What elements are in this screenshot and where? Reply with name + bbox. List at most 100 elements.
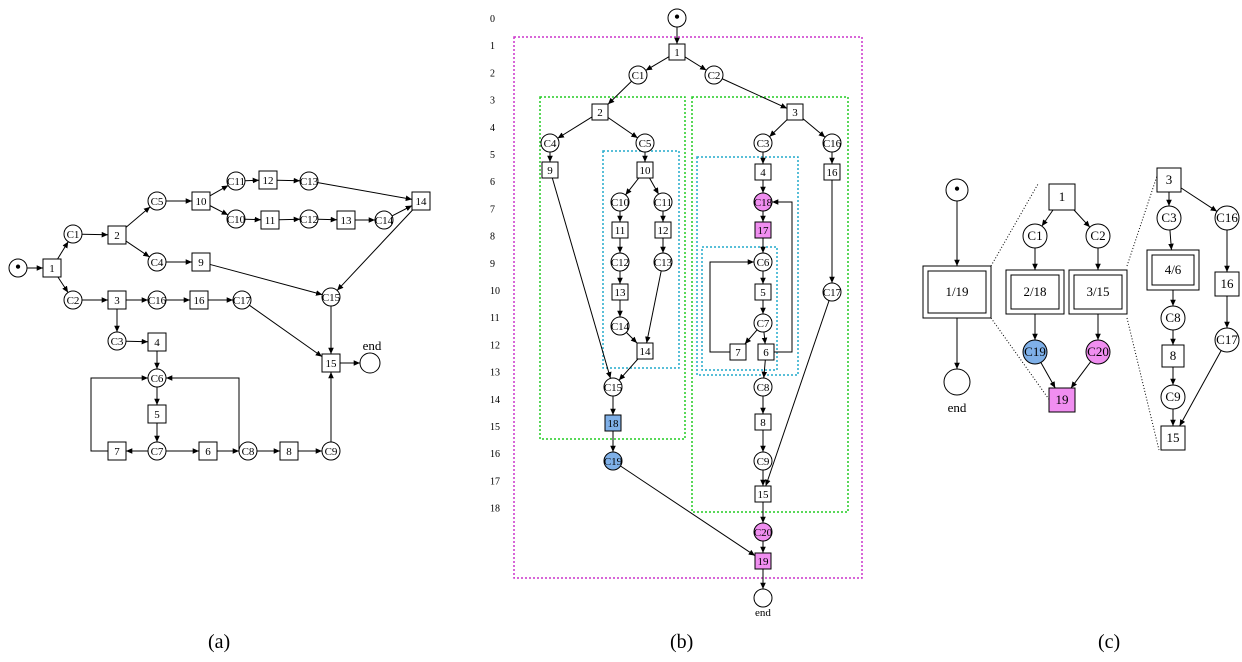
- panel_a-c3-label: C3: [111, 336, 124, 348]
- panel_c-c19-node: C19: [1023, 340, 1047, 364]
- arc: [1181, 188, 1217, 212]
- panel_c-t19-label: 19: [1056, 392, 1069, 407]
- arc: [210, 185, 228, 195]
- panel_b-t12-label: 12: [658, 225, 669, 237]
- panel_b-t4-label: 4: [760, 167, 766, 179]
- arc: [58, 242, 69, 259]
- panel_b-c5-node: C5: [636, 134, 654, 152]
- panel_a-c9-label: C9: [325, 446, 338, 458]
- panel_a-t4-node: 4: [148, 333, 166, 351]
- zoom-guide: [991, 318, 1058, 412]
- panel_b-end-label: end: [755, 607, 771, 619]
- panel_a-t6-node: 6: [199, 442, 217, 460]
- panel_a-t8-label: 8: [286, 446, 292, 458]
- panel_b-c6-label: C6: [757, 257, 770, 269]
- panel_c-c8-node: C8: [1161, 306, 1185, 330]
- caption-c: (c): [1098, 631, 1120, 653]
- panel_b-t18-node: 18: [605, 415, 621, 431]
- panel_c-t15-node: 15: [1161, 426, 1185, 450]
- panel_a-t11-label: 11: [265, 215, 276, 227]
- panel_c-c19-label: C19: [1024, 344, 1046, 359]
- panel_a-t10-label: 10: [196, 196, 208, 208]
- panel_a-t6-label: 6: [205, 446, 211, 458]
- panel_a-t14-node: 14: [412, 192, 430, 210]
- panel_b-c3-node: C3: [754, 134, 772, 152]
- arc: [769, 120, 787, 137]
- panel_a-t7-label: 7: [114, 446, 120, 458]
- panel_b-t7-node: 7: [730, 344, 746, 360]
- panel_c-start-token: •: [954, 179, 960, 199]
- panel_a-end-node: end: [360, 338, 382, 373]
- arc: [249, 305, 322, 356]
- panel_a-c6-node: C6: [148, 369, 166, 387]
- panel_c-c8-label: C8: [1165, 310, 1180, 325]
- panel_b-c15-node: C15: [604, 378, 623, 396]
- panel_c-c1-label: C1: [1027, 228, 1042, 243]
- arc: [1180, 351, 1222, 426]
- panel_b-c12-label: C12: [611, 257, 629, 269]
- panel_a-t14-label: 14: [416, 196, 428, 208]
- arc: [318, 219, 337, 220]
- panel_a-c9-node: C9: [322, 442, 340, 460]
- panel_b-t12-node: 12: [655, 222, 671, 238]
- caption-a: (a): [208, 631, 230, 653]
- panel_a-c16-node: C16: [148, 291, 167, 309]
- arc: [126, 241, 150, 257]
- panel_b-t13-label: 13: [615, 287, 627, 299]
- loop-arc-7-c6: [91, 378, 148, 451]
- panel_b-t8-node: 8: [755, 414, 771, 430]
- panel_b-t6-label: 6: [763, 347, 769, 359]
- arc: [626, 332, 637, 343]
- panel_b-t17-node: 17: [755, 222, 771, 238]
- panel_a-c12-label: C12: [300, 214, 318, 226]
- panel_a-c4-label: C4: [151, 257, 164, 269]
- arc: [1042, 210, 1053, 226]
- panel_b-c18-node: C18: [754, 193, 773, 211]
- panel_c-r4-label: 4/6: [1165, 262, 1182, 277]
- panel_c-c16-node: C16: [1215, 206, 1239, 230]
- panel_a-t3-node: 3: [108, 291, 126, 309]
- level-number: 4: [490, 123, 495, 134]
- panel_a-t5-label: 5: [154, 409, 160, 421]
- panel_a-c1-label: C1: [67, 229, 80, 241]
- panel_a-t10-node: 10: [192, 192, 210, 210]
- panel_b-c10-node: C10: [611, 193, 630, 211]
- panel_a-t9-label: 9: [198, 257, 204, 269]
- arc: [277, 180, 300, 181]
- panel_b-start-node: •: [668, 7, 686, 27]
- level-number: 10: [490, 286, 500, 297]
- arc: [1071, 362, 1091, 388]
- arc: [620, 466, 755, 556]
- outer-region: [514, 37, 862, 578]
- loop-arc-6-c18: [772, 202, 792, 352]
- panel_b-c4-label: C4: [544, 138, 557, 150]
- loop-arc-7-c6: [710, 262, 754, 352]
- panel_a-c2-node: C2: [64, 291, 82, 309]
- panel_a-t15-label: 15: [326, 358, 338, 370]
- panel_c-t19-node: 19: [1049, 388, 1075, 412]
- panel_b-c19-label: C19: [604, 456, 623, 468]
- panel_a-t4-label: 4: [154, 337, 160, 349]
- level-number: 13: [490, 368, 500, 379]
- panel_b-c9-node: C9: [754, 452, 772, 470]
- panel_a-c7-label: C7: [151, 446, 164, 458]
- panel_a-c17-label: C17: [233, 295, 252, 307]
- panel_b-t19-node: 19: [755, 553, 771, 569]
- arc: [608, 118, 638, 138]
- green-region-right: [692, 97, 848, 512]
- panel_b-t18-label: 18: [608, 418, 620, 430]
- panel_c-t3-node: 3: [1157, 168, 1181, 192]
- arc: [650, 178, 659, 194]
- panel_a-t3-label: 3: [114, 295, 120, 307]
- panel_a-t5-node: 5: [148, 405, 166, 423]
- panel_a-t2-node: 2: [108, 226, 126, 244]
- arc: [1041, 362, 1055, 388]
- panel_c-r2-node: 2/18: [1006, 270, 1064, 314]
- level-number: 8: [490, 232, 495, 243]
- level-axis: 0123456789101112131415161718: [490, 14, 500, 515]
- arc: [210, 206, 228, 215]
- panel_b-t1-node: 1: [669, 44, 685, 60]
- panel_b-c9-label: C9: [757, 456, 770, 468]
